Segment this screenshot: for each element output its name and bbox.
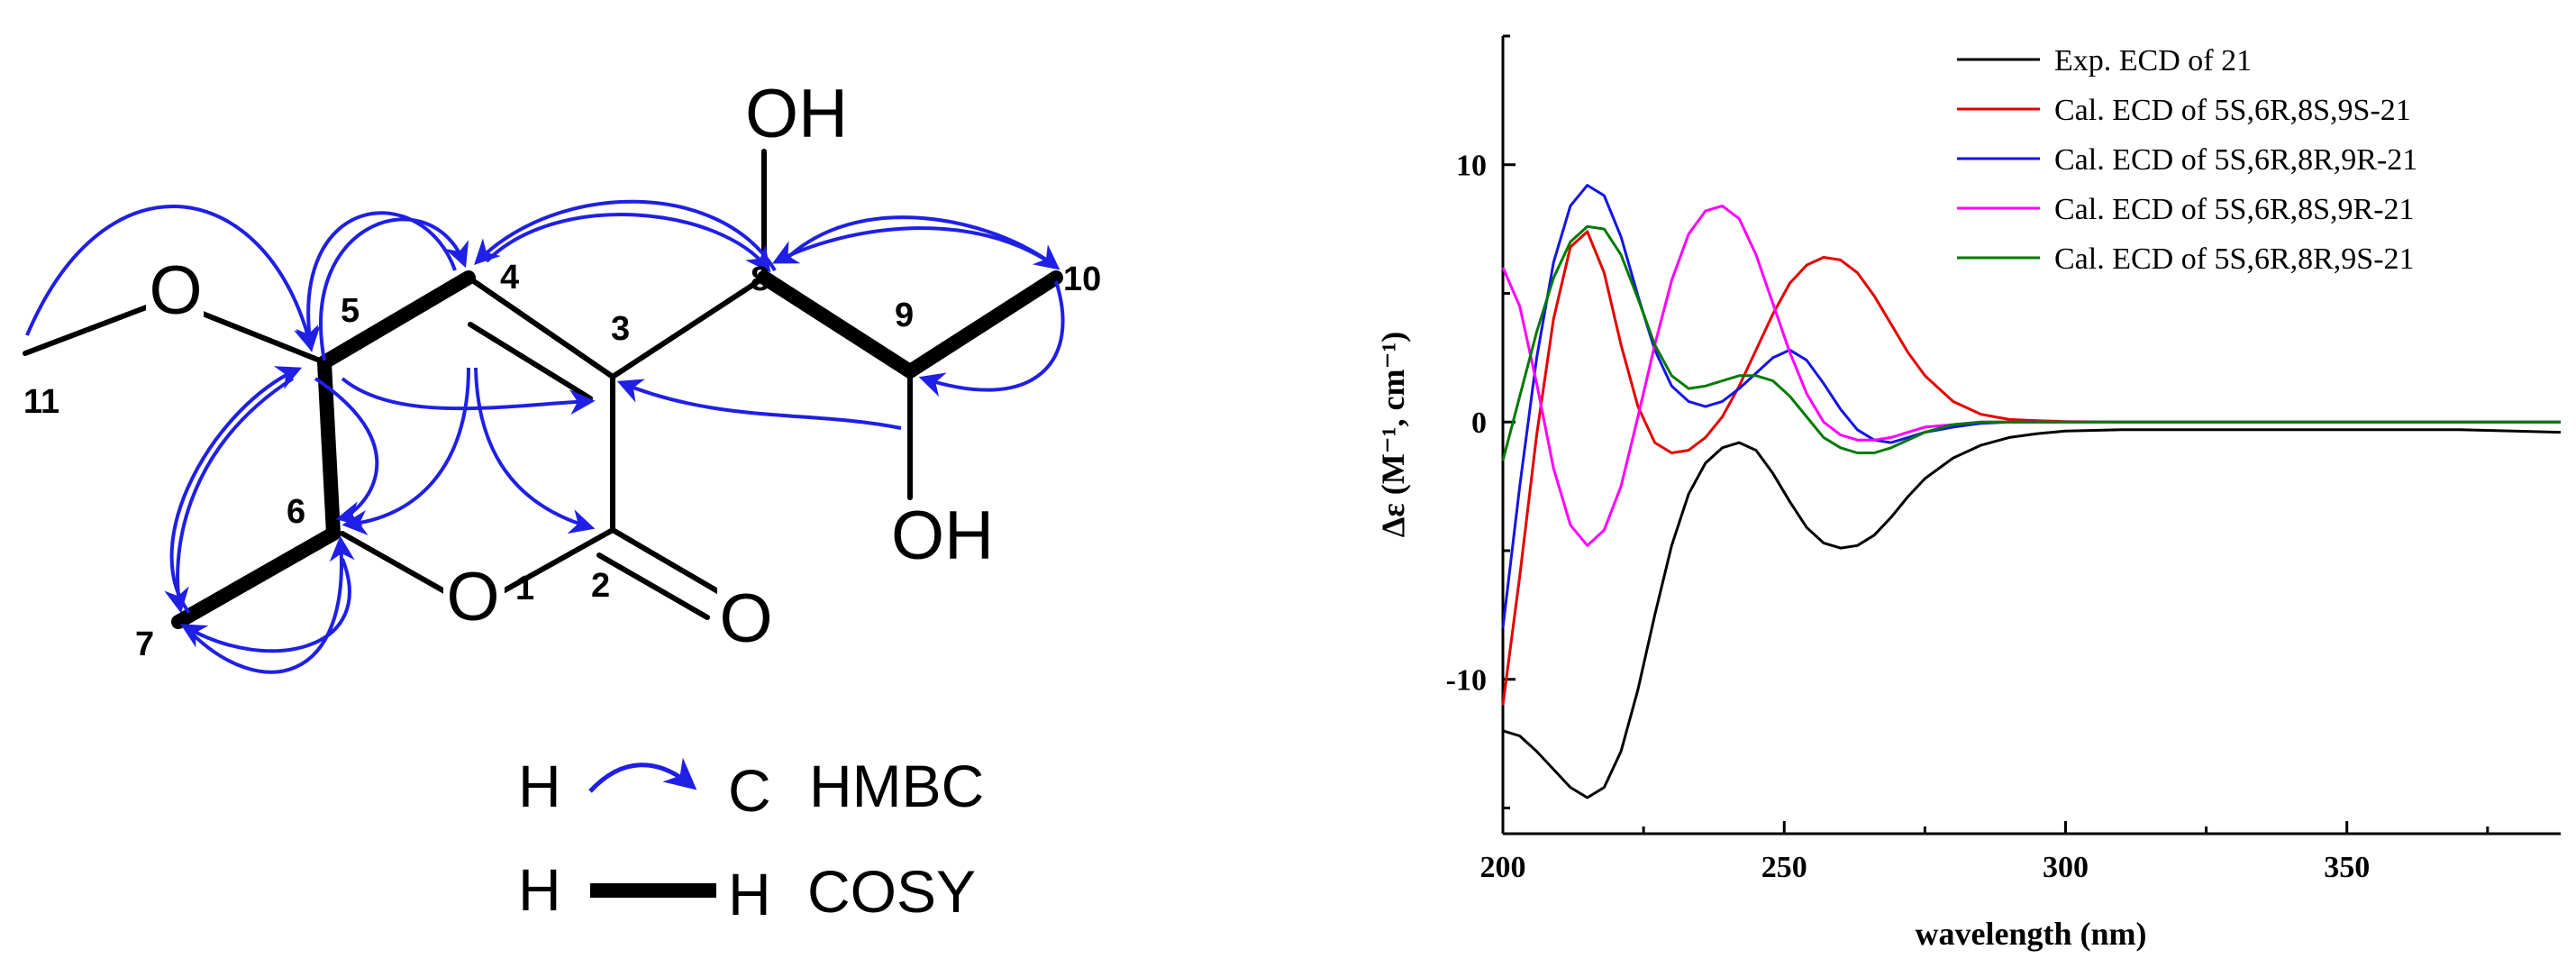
legend-hmbc-c: C — [728, 757, 771, 824]
number-5: 5 — [341, 292, 360, 330]
bond-c2-o — [610, 527, 724, 596]
number-11: 11 — [23, 383, 59, 421]
hmbc-arrow-h8-c4 — [474, 199, 777, 272]
hmbc-arrows — [25, 199, 1065, 674]
hmbc-arrow-h11-c5 — [25, 205, 319, 352]
hmbc-arrow-h5-c4 — [319, 217, 469, 361]
number-9: 9 — [895, 297, 914, 334]
label-mask-o — [146, 260, 204, 332]
x-tick-label: 300 — [2043, 851, 2089, 884]
cosy-c8-c9 — [757, 270, 917, 379]
y-tick-label: -10 — [1446, 664, 1487, 698]
number-2: 2 — [591, 567, 610, 605]
x-axis-label: wavelength (nm) — [1916, 916, 2147, 952]
series-line-2 — [1501, 230, 2561, 706]
hmbc-arrow-h5-c7 — [164, 377, 295, 614]
legend-hmbc-label: HMBC — [809, 753, 984, 819]
legend-cosy-label: COSY — [807, 858, 976, 925]
y-axis-label: Δε (M⁻¹, cm⁻¹) — [1375, 332, 1411, 537]
legend-entry-1: Exp. ECD of 21 — [2054, 44, 2252, 78]
bond-c2-o1 — [502, 527, 615, 593]
series-lines — [1501, 184, 2562, 799]
x-tick-label: 350 — [2324, 851, 2370, 884]
label-mask-o1 — [443, 566, 505, 638]
y-tick-label: 0 — [1471, 406, 1487, 440]
ecd-chart: 200 250 300 350 10 0 -10 Exp. ECD of 21 Cal. EC… — [1375, 34, 2562, 952]
number-3: 3 — [611, 310, 630, 348]
cosy-c6-c7 — [171, 526, 341, 629]
atom-labels: O O O OH OH — [146, 76, 994, 658]
atom-numbers: 1 2 3 4 5 6 7 8 9 10 11 — [23, 259, 1101, 663]
hmbc-arrow-h5-c3 — [341, 377, 596, 416]
number-8: 8 — [751, 260, 769, 298]
cosy-bonds — [171, 270, 1063, 629]
number-1: 1 — [515, 570, 534, 607]
hmbc-arrow-h10-c8 — [772, 226, 1058, 269]
skeleton-bonds — [23, 149, 913, 620]
legend-cosy-h1: H — [518, 856, 561, 923]
structure-legend: H C HMBC H H COSY — [518, 753, 984, 927]
bond-c6-o1 — [340, 531, 449, 595]
legend-hmbc-arrow — [588, 757, 697, 793]
hmbc-arrow-h4-c2 — [474, 367, 596, 534]
atom-oh-bottom: OH — [891, 498, 994, 574]
hmbc-arrow-h4-c5 — [295, 211, 457, 352]
y-tick-label: 10 — [1456, 150, 1487, 183]
atom-o-ring: O — [446, 559, 499, 635]
hmbc-arrow-h10-c9 — [918, 280, 1065, 397]
number-4: 4 — [500, 259, 519, 297]
legend-entry-3: Cal. ECD of 5S,6R,8R,9R-21 — [2054, 143, 2417, 177]
x-tick-label: 200 — [1480, 851, 1526, 884]
series-line-1 — [1502, 428, 2562, 799]
hmbc-arrow-h4-c6 — [341, 367, 470, 535]
bond-c4-c3 — [466, 275, 615, 379]
legend-cosy-h2: H — [728, 861, 771, 927]
hmbc-arrow-h7-c5 — [169, 366, 303, 615]
hmbc-arrow-h5-c6 — [314, 377, 379, 526]
bond-o-c5 — [200, 311, 327, 365]
tick-labels: 200 250 300 350 10 0 -10 — [1446, 150, 2371, 884]
label-mask-o-carbonyl — [717, 586, 777, 658]
legend-entry-4: Cal. ECD of 5S,6R,8S,9R-21 — [2054, 193, 2415, 226]
bond-c3-c8 — [610, 275, 767, 379]
number-6: 6 — [287, 493, 305, 531]
atom-o-methoxy: O — [149, 252, 202, 329]
chart-legend: Exp. ECD of 21 Cal. ECD of 5S,6R,8S,9S-21… — [1957, 44, 2417, 276]
chemical-structure: O O O OH OH 1 2 3 4 5 6 7 8 9 10 11 — [23, 76, 1101, 674]
cosy-c5-c4 — [317, 270, 476, 370]
atom-o-carbonyl: O — [719, 580, 772, 657]
hmbc-arrow-h4-c8 — [485, 213, 771, 273]
hmbc-arrow-h9-c3 — [616, 379, 902, 430]
number-10: 10 — [1063, 260, 1101, 298]
legend-entry-5: Cal. ECD of 5S,6R,8R,9S-21 — [2054, 242, 2415, 276]
cosy-c5-c6 — [317, 355, 341, 541]
hmbc-arrow-h6-c7 — [180, 558, 351, 653]
hmbc-arrow-h7-c6 — [187, 535, 355, 674]
series-line-5 — [1501, 224, 2561, 461]
x-tick-label: 250 — [1761, 851, 1807, 884]
bond-c2-o-double — [596, 552, 710, 620]
cosy-c9-c10 — [903, 270, 1063, 379]
bond-c11-o — [23, 304, 151, 356]
atom-oh-top: OH — [745, 76, 848, 152]
legend-entry-2: Cal. ECD of 5S,6R,8S,9S-21 — [2054, 94, 2411, 127]
ticks — [1501, 34, 2490, 834]
bond-c4-c3-double — [468, 322, 593, 401]
legend-hmbc-h: H — [518, 753, 561, 819]
number-7: 7 — [135, 626, 154, 663]
